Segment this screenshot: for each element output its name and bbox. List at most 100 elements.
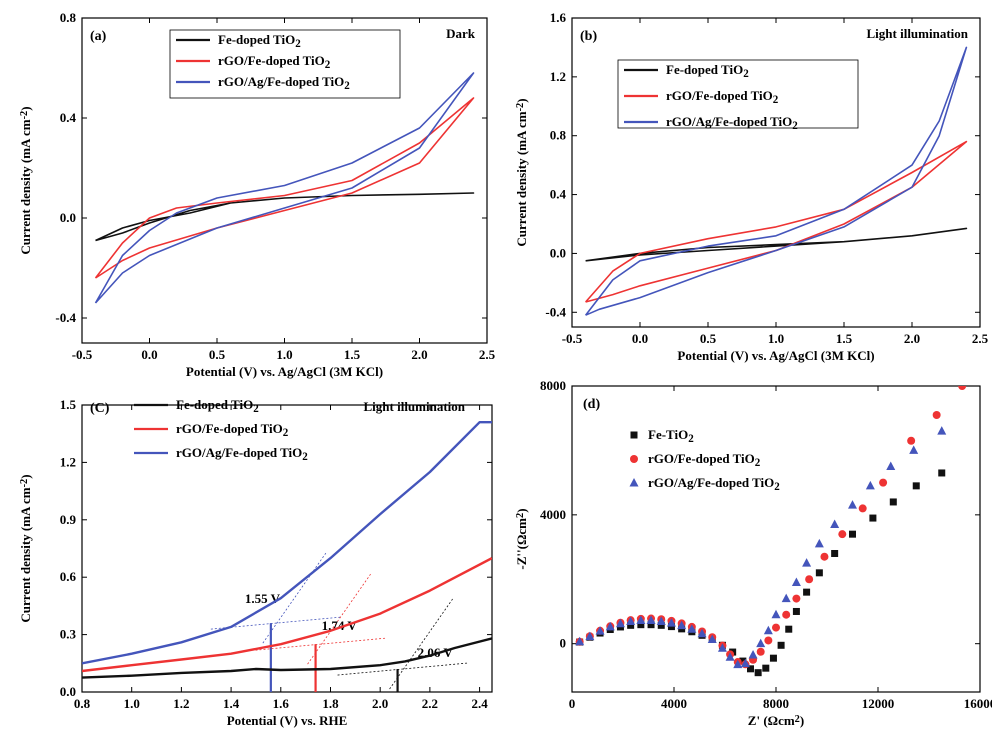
data-point: [656, 616, 666, 625]
data-point: [848, 500, 857, 509]
data-point: [739, 657, 747, 665]
legend-label: Fe-doped TiO2: [666, 62, 749, 80]
y-tick-label: 0.3: [60, 627, 77, 642]
x-tick-label: 1.6: [273, 696, 290, 711]
series-line: [584, 46, 968, 316]
legend-marker: [630, 431, 638, 439]
y-tick-label: 0.4: [550, 187, 567, 202]
legend-label: Fe-TiO2: [648, 427, 694, 445]
legend-label: rGO/Fe-doped TiO2: [648, 451, 761, 469]
x-tick-label: 2.2: [422, 696, 438, 711]
y-tick-label: 0.8: [60, 10, 77, 25]
legend-marker: [630, 455, 638, 463]
data-point: [677, 620, 687, 630]
data-point: [636, 615, 646, 624]
data-point: [869, 514, 877, 522]
data-point: [879, 478, 888, 487]
data-point: [849, 530, 856, 538]
x-tick-label: 2.5: [479, 347, 496, 362]
x-tick-label: 2.0: [411, 347, 427, 362]
series-line: [94, 97, 475, 279]
data-point: [626, 616, 636, 625]
legend-label: rGO/Fe-doped TiO2: [218, 53, 331, 71]
data-point: [771, 609, 781, 619]
chart-panel-2: -0.5 0.0 0.5 1.0 1.5 2.0 2.5 -0.4 0.0 0.4 0.8 1.2 1.…: [514, 10, 989, 363]
data-point: [756, 647, 765, 656]
data-point: [815, 569, 823, 577]
x-tick-label: 0.0: [632, 331, 648, 346]
condition-label: Dark: [446, 26, 476, 41]
data-point: [865, 480, 875, 490]
x-tick-label: -0.5: [562, 331, 583, 346]
legend-label: rGO/Ag/Fe-doped TiO2: [218, 74, 350, 92]
data-point: [585, 631, 595, 641]
data-point: [646, 615, 656, 624]
data-point: [747, 665, 754, 673]
tangent-guide: [255, 637, 386, 651]
data-point: [707, 634, 717, 643]
series-line: [94, 72, 475, 304]
data-point: [717, 643, 727, 652]
data-point: [791, 577, 801, 586]
legend-label: rGO/Ag/Fe-doped TiO2: [648, 475, 780, 493]
x-tick-label: 4000: [661, 696, 687, 711]
data-point: [958, 386, 967, 390]
x-axis-label: Z' (Ωcm2): [748, 713, 804, 728]
data-point: [647, 621, 655, 629]
y-axis-label: Current density (mA cm-2): [514, 98, 529, 246]
legend-box: [617, 59, 859, 129]
x-axis-label: Potential (V) vs. RHE: [227, 713, 348, 728]
panel-label: (C): [90, 401, 110, 416]
data-point: [785, 625, 793, 633]
legend-marker: [629, 478, 639, 487]
series-line: [82, 557, 492, 673]
data-point: [781, 593, 791, 603]
onset-label: 1.74 V: [322, 618, 358, 633]
x-tick-label: 0.5: [700, 331, 717, 346]
data-point: [763, 625, 773, 635]
y-tick-label: 0.6: [60, 569, 77, 584]
x-tick-label: 8000: [763, 696, 789, 711]
series-line: [82, 637, 492, 679]
data-point: [937, 426, 947, 435]
y-tick-label: 0.4: [60, 110, 77, 125]
condition-label: Light illumination: [867, 26, 969, 41]
data-point: [802, 558, 812, 567]
data-point: [762, 664, 770, 672]
y-axis-label: Current density (mA cm-2): [18, 474, 33, 622]
data-point: [858, 504, 867, 513]
y-tick-label: 0.0: [550, 245, 566, 260]
data-point: [792, 607, 800, 615]
x-tick-label: -0.5: [72, 347, 93, 362]
legend: Fe-doped TiO2 rGO/Fe-doped TiO2 rGO/Ag/Fe-…: [617, 59, 859, 132]
y-tick-label: 0.9: [60, 512, 77, 527]
data-point: [657, 621, 665, 629]
data-point: [782, 610, 791, 619]
x-tick-label: 12000: [862, 696, 895, 711]
panel-label: (d): [583, 397, 600, 412]
x-tick-label: 2.0: [372, 696, 388, 711]
y-tick-label: -0.4: [55, 310, 76, 325]
data-point: [615, 618, 625, 628]
data-point: [595, 626, 605, 635]
data-point: [805, 575, 814, 584]
series-line: [82, 421, 492, 665]
data-point: [909, 445, 919, 454]
y-axis-label: -Z''(Ωcm2): [514, 508, 529, 569]
x-tick-label: 1.8: [322, 696, 339, 711]
y-tick-label: 1.2: [550, 69, 566, 84]
x-tick-label: 1.5: [344, 347, 361, 362]
y-tick-label: -0.4: [545, 304, 566, 319]
data-point: [627, 621, 635, 629]
chart-panel-3: 0.8 1.0 1.2 1.4 1.6 1.8 2.0 2.2 2.4 0.0 0.3 0.6 0.9 1…: [18, 397, 493, 728]
x-tick-label: 2.0: [904, 331, 920, 346]
legend: Fe-doped TiO2 rGO/Fe-doped TiO2 rGO/Ag/Fe-…: [169, 29, 401, 99]
chart-panel-1: -0.5 0.0 0.5 1.0 1.5 2.0 2.5 -0.4 0.0 0.4 0.8 Poten…: [18, 10, 496, 379]
legend-label: Fe-doped TiO2: [218, 32, 301, 50]
data-point: [687, 624, 697, 633]
data-point: [792, 594, 801, 603]
data-point: [772, 623, 780, 632]
data-point: [912, 482, 920, 490]
